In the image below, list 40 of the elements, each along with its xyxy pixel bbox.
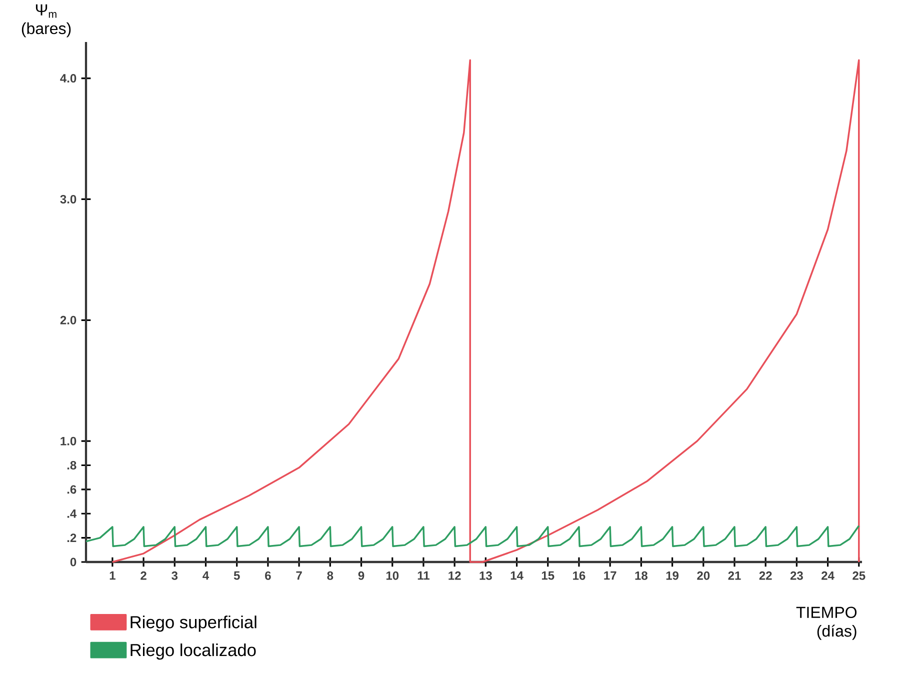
- x-tick-label: 6: [265, 571, 271, 580]
- x-tick-label: 24: [822, 571, 834, 580]
- y-tick-label: .8: [67, 461, 76, 470]
- x-tick-label: 22: [759, 571, 772, 580]
- x-tick-label: 18: [635, 571, 648, 580]
- x-tick-label: 25: [852, 571, 866, 580]
- x-tick-label: 1: [110, 571, 116, 580]
- x-tick-label: 7: [296, 571, 302, 580]
- x-axis-title: TIEMPO (días): [796, 606, 857, 640]
- x-tick-label: 8: [327, 571, 334, 580]
- x-tick-label: 17: [604, 571, 616, 580]
- x-tick-label: 11: [418, 571, 430, 580]
- x-tick-label: 4: [202, 571, 210, 580]
- line-series: [85, 524, 860, 548]
- x-tick-label: 15: [542, 571, 554, 580]
- y-tick-label: 2.0: [60, 316, 76, 324]
- x-tick-label: 21: [728, 571, 741, 580]
- y-tick-label: .4: [67, 509, 77, 518]
- legend-label: Riego superficial: [130, 616, 256, 632]
- x-tick-label: 16: [573, 571, 586, 580]
- y-axis-title: Ψ$_{m}$ (bares): [22, 4, 71, 38]
- y-tick-label: .2: [67, 534, 76, 542]
- y-tick-label: .6: [67, 485, 76, 494]
- x-tick-label: 19: [666, 571, 679, 580]
- x-tick-label: 10: [386, 571, 399, 580]
- x-tick-label: 12: [448, 571, 461, 580]
- x-tick-label: 14: [510, 571, 524, 580]
- x-tick-label: 9: [358, 571, 364, 580]
- x-tick-label: 20: [697, 571, 710, 580]
- y-tick-label: 3.0: [60, 194, 76, 204]
- y-tick-label: 0: [70, 558, 76, 566]
- x-tick-label: 5: [234, 571, 240, 580]
- legend-label: Riego localizado: [130, 643, 256, 660]
- y-tick-label: 1.0: [60, 436, 76, 446]
- x-tick-label: 13: [480, 571, 492, 580]
- line-series: [112, 59, 860, 563]
- x-tick-label: 3: [172, 571, 178, 580]
- x-tick-label: 23: [790, 571, 803, 580]
- y-tick-label: 4.0: [60, 74, 76, 83]
- x-tick-label: 2: [140, 571, 146, 580]
